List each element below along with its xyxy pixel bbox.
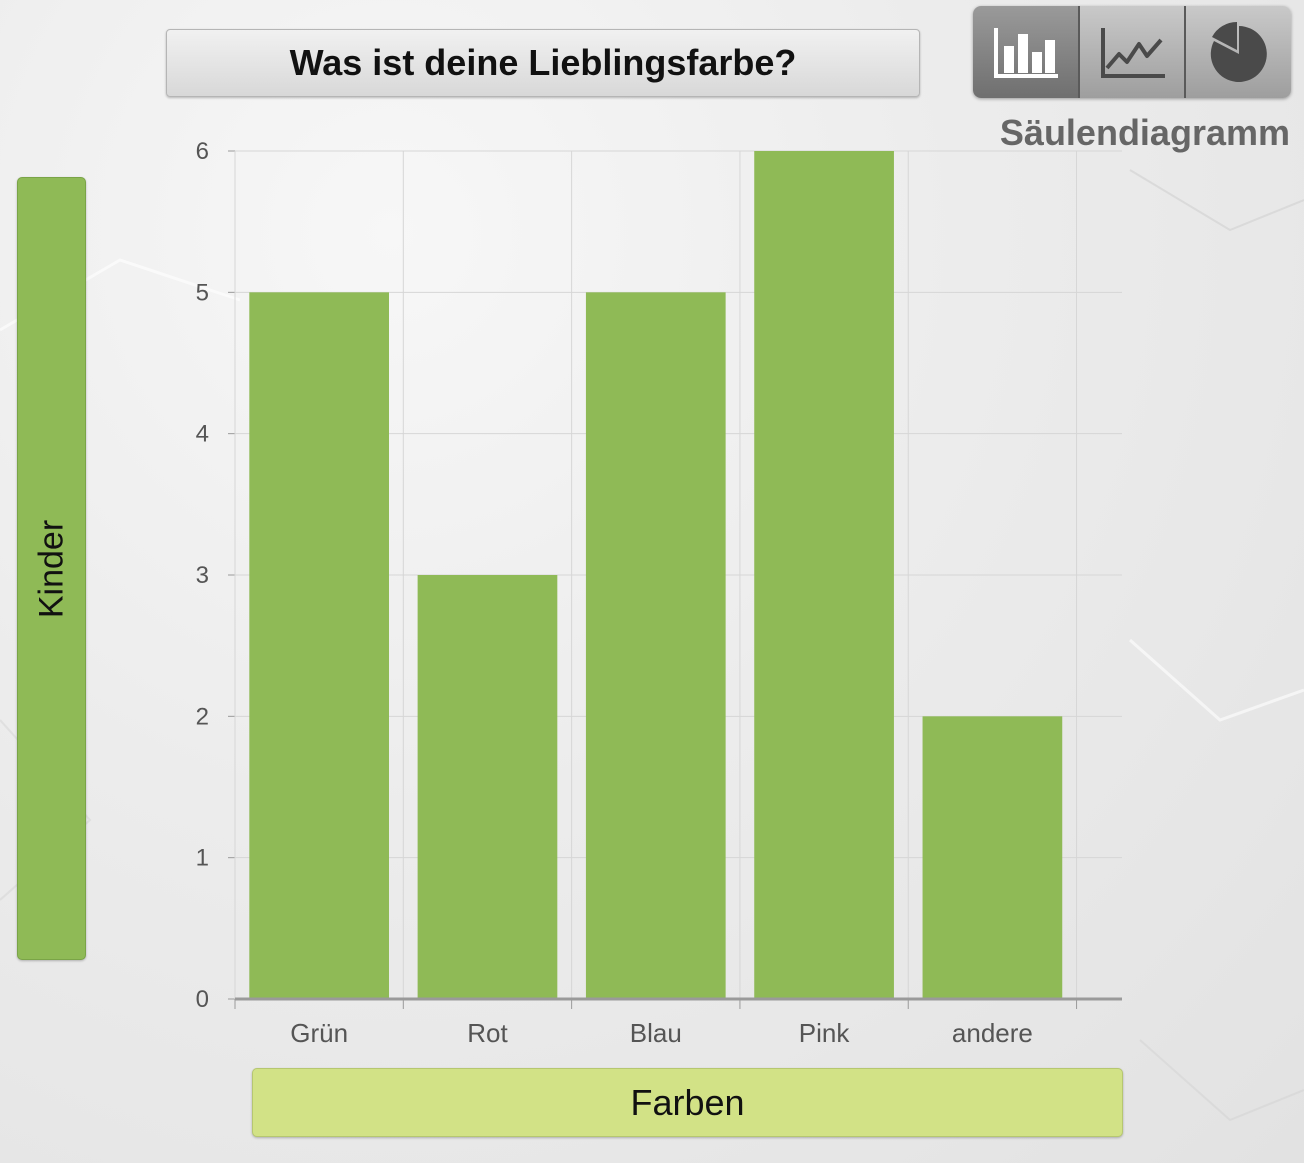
y-tick-label: 4 bbox=[196, 421, 209, 448]
bar-blau bbox=[585, 292, 726, 999]
chart-type-switcher bbox=[973, 6, 1291, 98]
y-axis-label-box: Kinder bbox=[17, 177, 86, 960]
bar-pink bbox=[754, 151, 894, 999]
bar-chart-button[interactable] bbox=[973, 6, 1080, 98]
y-tick-label: 1 bbox=[196, 845, 209, 872]
x-tick-label: andere bbox=[952, 1018, 1033, 1048]
x-axis-label: Farben bbox=[630, 1081, 745, 1123]
x-tick-label: Rot bbox=[467, 1018, 508, 1048]
bar-grün bbox=[249, 292, 390, 999]
chart-title: Was ist deine Lieblingsfarbe? bbox=[289, 42, 797, 83]
x-tick-label: Blau bbox=[630, 1018, 682, 1048]
y-tick-label: 0 bbox=[196, 986, 209, 1013]
line-chart-icon bbox=[1101, 28, 1165, 78]
pie-chart-icon bbox=[1210, 21, 1267, 82]
y-tick-label: 3 bbox=[196, 562, 209, 589]
bar-rot bbox=[417, 575, 558, 999]
chart-title-box: Was ist deine Lieblingsfarbe? bbox=[166, 29, 920, 97]
pie-chart-button[interactable] bbox=[1186, 6, 1291, 98]
y-tick-label: 5 bbox=[196, 279, 209, 306]
bar-chart-icon bbox=[994, 28, 1059, 78]
x-tick-label: Grün bbox=[290, 1018, 348, 1048]
line-chart-button[interactable] bbox=[1079, 6, 1187, 98]
y-tick-label: 2 bbox=[196, 703, 209, 730]
x-tick-label: Pink bbox=[799, 1018, 851, 1048]
chart-type-label: Säulendiagramm bbox=[999, 112, 1290, 153]
bar-andere bbox=[922, 716, 1063, 999]
x-axis-label-box: Farben bbox=[252, 1068, 1123, 1137]
y-tick-label: 6 bbox=[196, 138, 209, 165]
